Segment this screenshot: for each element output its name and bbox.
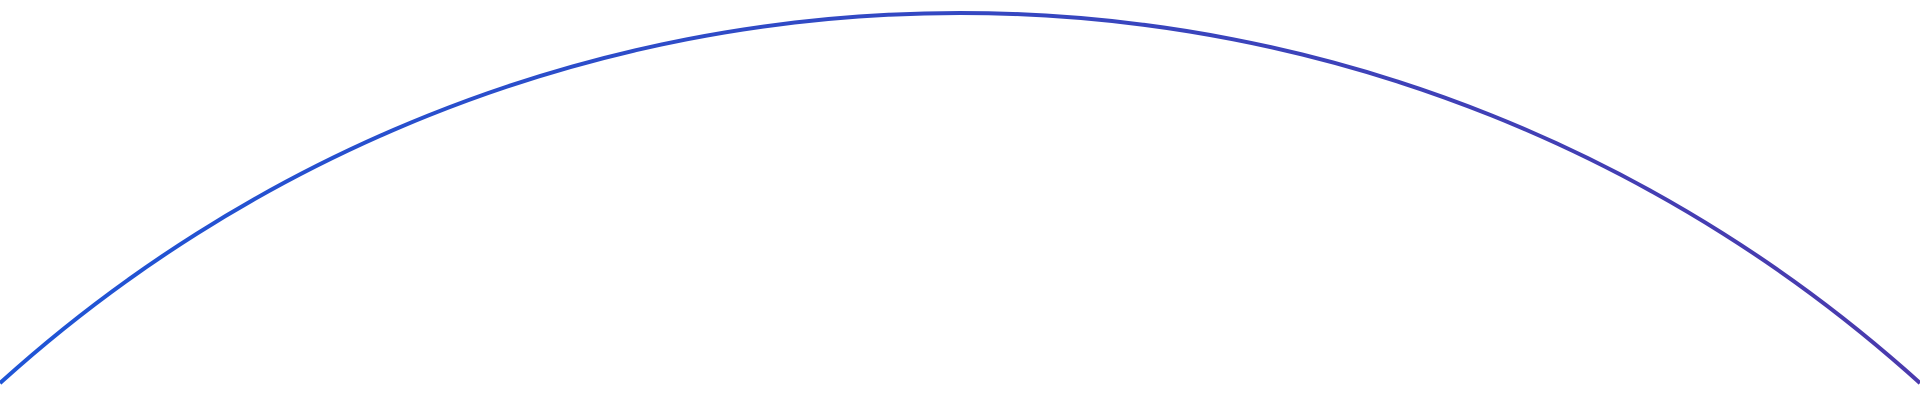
decorative-arc (0, 11, 1920, 385)
